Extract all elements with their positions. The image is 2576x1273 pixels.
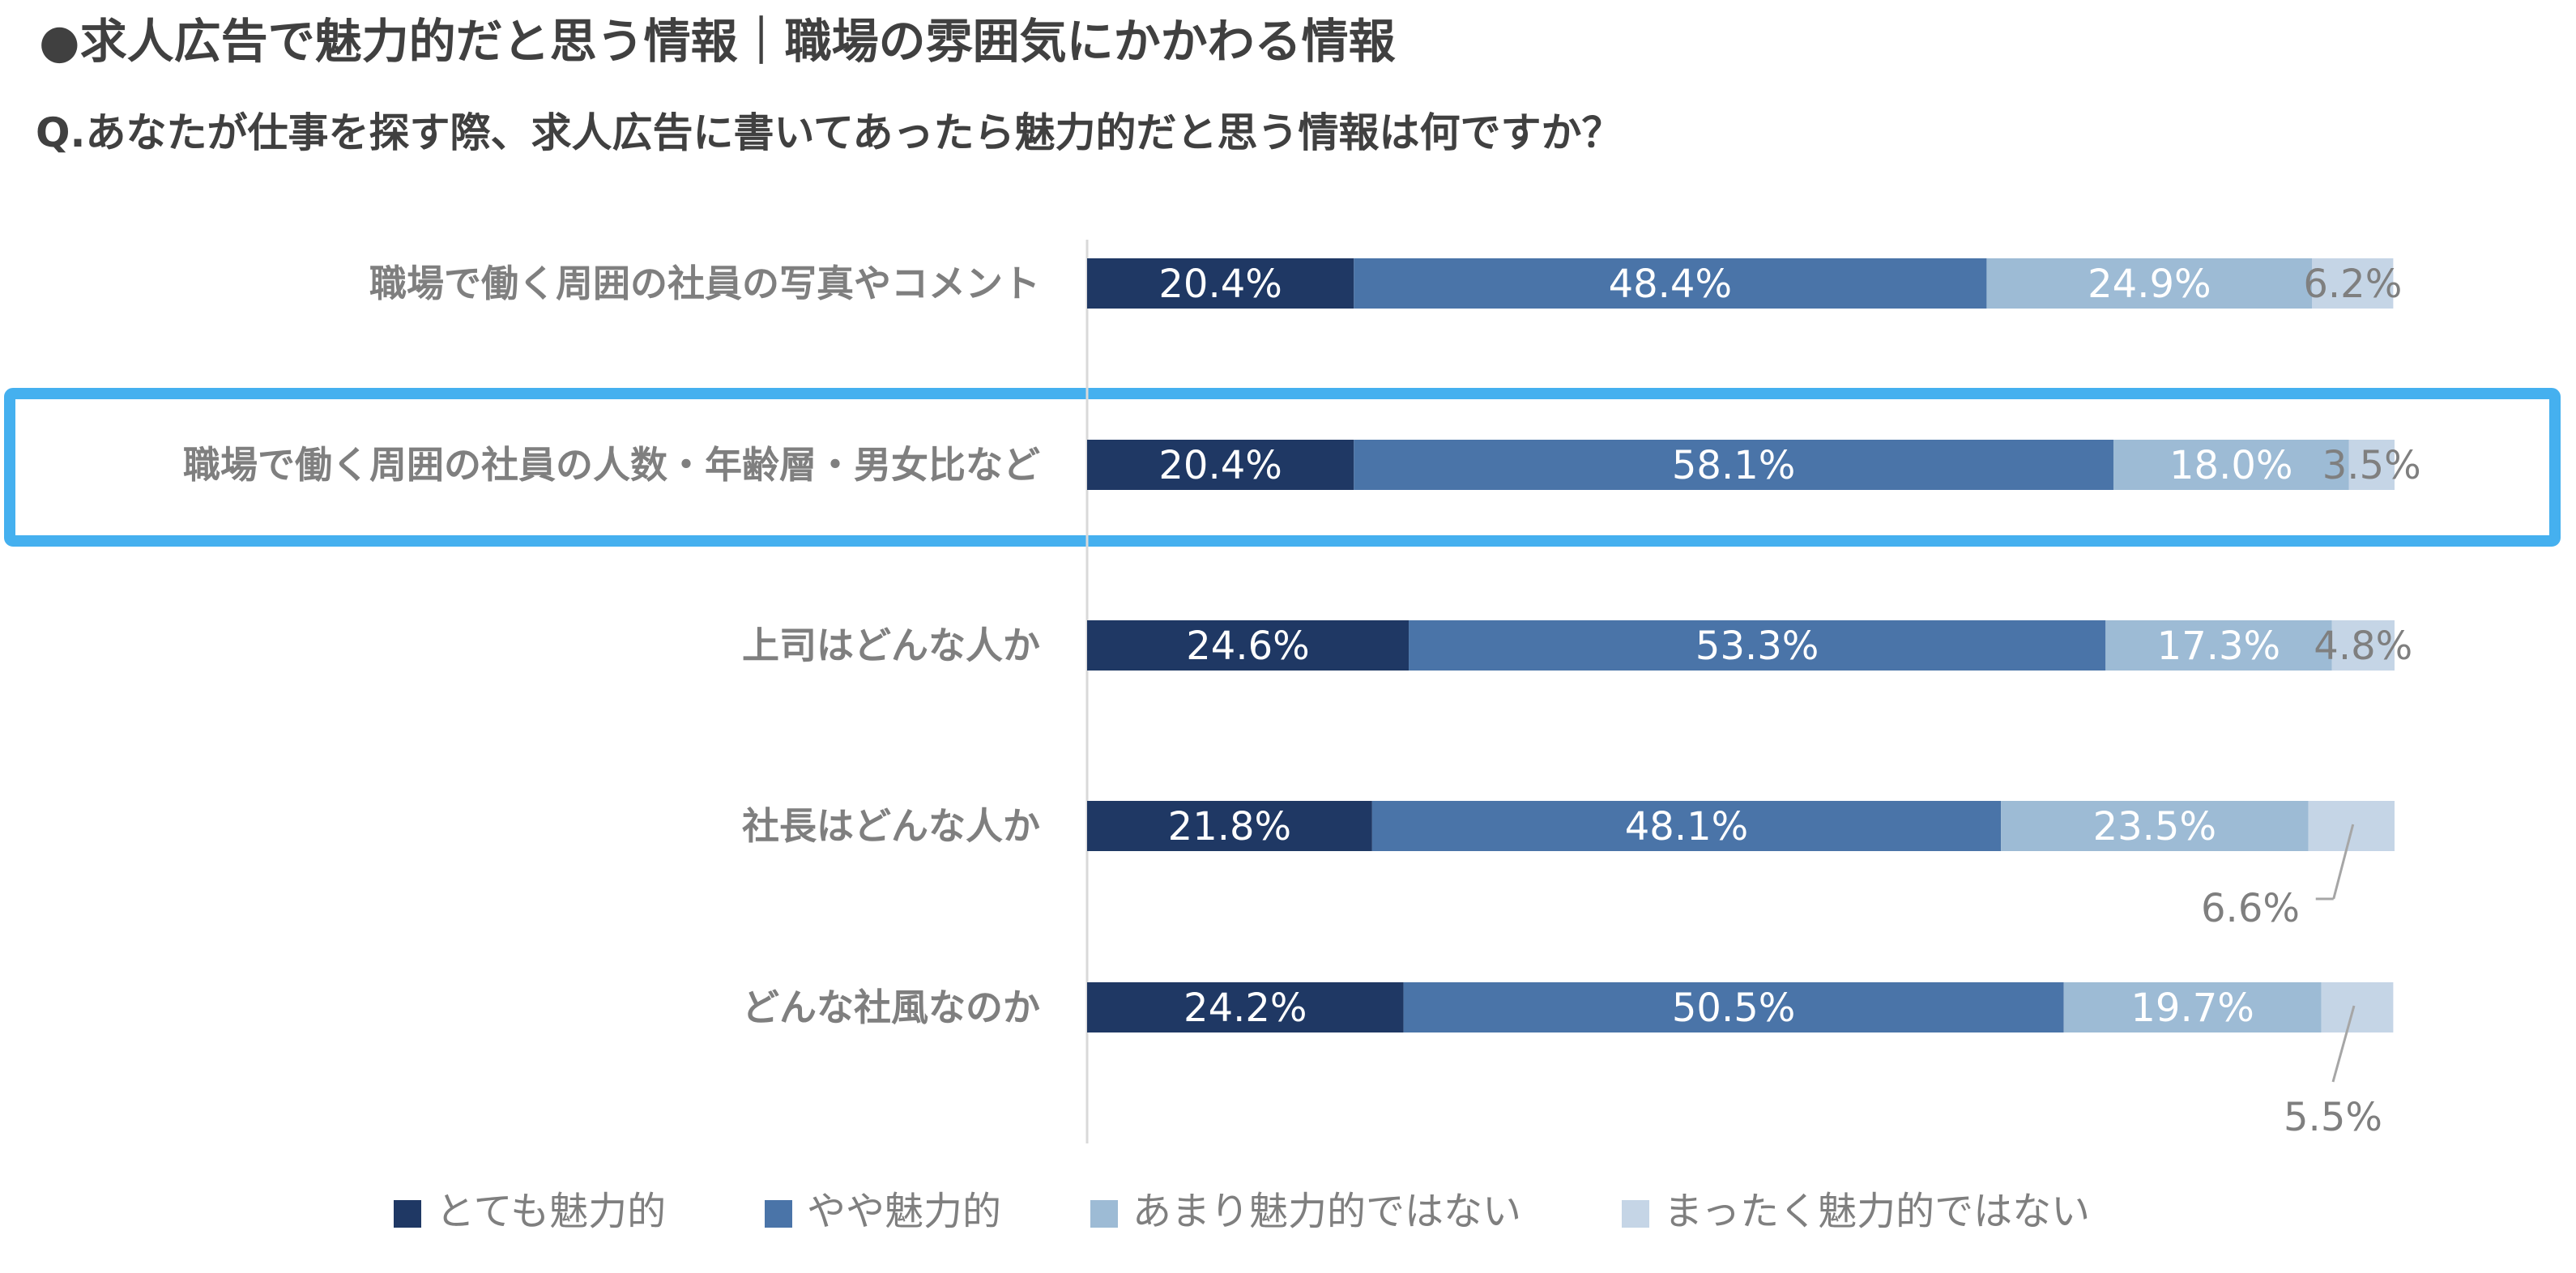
data-label: 20.4% — [1158, 262, 1282, 307]
data-label: 21.8% — [1168, 804, 1291, 849]
data-label: 53.3% — [1695, 624, 1819, 669]
bar-segment — [2105, 620, 2332, 671]
data-label: 4.8% — [2314, 624, 2412, 669]
legend-label: とても魅力的 — [436, 1189, 666, 1234]
legend-swatch — [394, 1200, 421, 1228]
data-label: 58.1% — [1672, 443, 1795, 488]
bar-segment — [2321, 982, 2394, 1032]
data-label: 6.6% — [2201, 886, 2300, 931]
bar-segment — [1087, 440, 1354, 490]
data-label: 6.2% — [2303, 262, 2402, 307]
legend-label: まったく魅力的ではない — [1664, 1189, 2090, 1234]
bar-segment — [1087, 982, 1404, 1032]
data-label: 17.3% — [2157, 624, 2280, 669]
bar-segment — [2063, 982, 2322, 1032]
data-label: 48.4% — [1609, 262, 1732, 307]
bar-segment — [2348, 440, 2395, 490]
data-label: 20.4% — [1158, 443, 1282, 488]
leader-line — [2332, 824, 2355, 900]
category-label: 職場で働く周囲の社員の人数・年齢層・男女比など — [183, 443, 1040, 487]
legend-swatch — [1622, 1200, 1649, 1228]
data-label: 18.0% — [2169, 443, 2292, 488]
data-label: 23.5% — [2093, 804, 2216, 849]
category-label: どんな社風なのか — [742, 986, 1040, 1029]
bar-segment — [1354, 258, 1987, 309]
legend-label: あまり魅力的ではない — [1132, 1189, 1521, 1234]
legend-swatch — [1090, 1200, 1118, 1228]
highlight-box — [4, 388, 2561, 547]
bar-segment — [2312, 258, 2394, 309]
data-label: 48.1% — [1625, 804, 1748, 849]
bar-segment — [1087, 620, 1410, 671]
category-label: 社長はどんな人か — [742, 804, 1040, 848]
data-label: 19.7% — [2130, 986, 2254, 1031]
data-label: 24.2% — [1184, 986, 1307, 1031]
bar-segment — [1087, 801, 1372, 851]
bar-segment — [2113, 440, 2349, 490]
chart-title: ●求人広告で魅力的だと思う情報｜職場の雰囲気にかかわる情報 — [39, 14, 1396, 69]
survey-question: Q.あなたが仕事を探す際、求人広告に書いてあったら魅力的だと思う情報は何ですか？ — [36, 109, 1623, 156]
data-label: 24.9% — [2088, 262, 2211, 307]
legend-label: やや魅力的 — [807, 1189, 1001, 1234]
bar-segment — [1371, 801, 2002, 851]
bar-segment — [2331, 620, 2395, 671]
bar-segment — [2001, 801, 2309, 851]
bar-segment — [1409, 620, 2106, 671]
category-label: 上司はどんな人か — [742, 624, 1040, 667]
category-label: 職場で働く周囲の社員の写真やコメント — [369, 262, 1040, 305]
legend-swatch — [765, 1200, 792, 1228]
bar-segment — [1087, 258, 1354, 309]
bar-segment — [1403, 982, 2064, 1032]
data-label: 3.5% — [2322, 443, 2421, 488]
bar-segment — [1354, 440, 2113, 490]
bar-segment — [1986, 258, 2313, 309]
data-label: 50.5% — [1672, 986, 1795, 1031]
data-label: 24.6% — [1186, 624, 1309, 669]
leader-line — [2331, 1005, 2356, 1083]
data-label: 5.5% — [2284, 1095, 2382, 1140]
